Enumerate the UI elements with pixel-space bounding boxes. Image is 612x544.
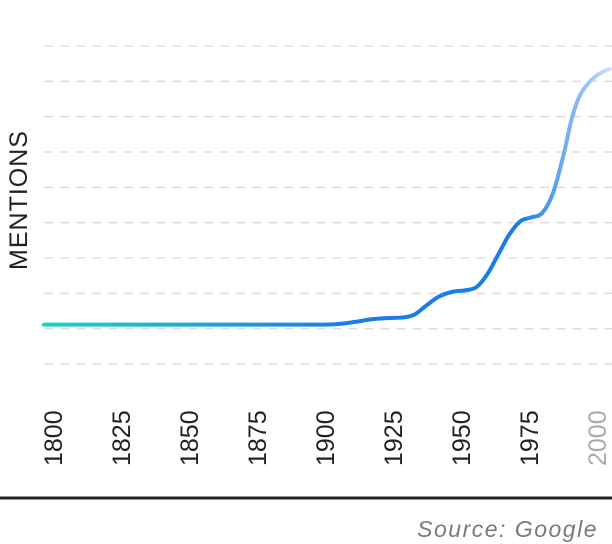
chart-gridlines xyxy=(44,45,612,365)
x-tick-label: 1950 xyxy=(448,410,476,466)
x-tick-label: 1825 xyxy=(108,410,136,466)
source-caption: Source: Google xyxy=(417,516,598,542)
x-tick-label: 1800 xyxy=(40,410,68,466)
x-tick-label: 1850 xyxy=(176,410,204,466)
x-tick-label: 1975 xyxy=(516,410,544,466)
y-axis-title: MENTIONS xyxy=(5,130,33,270)
x-tick-label: 1900 xyxy=(312,410,340,466)
series-line-mentions xyxy=(42,66,612,327)
x-tick-label: 1875 xyxy=(244,410,272,466)
x-axis-ticks: 1800 1825 1850 1875 1900 1925 1950 1975 2000 xyxy=(40,410,612,466)
x-tick-label: 1925 xyxy=(380,410,408,466)
x-tick-label: 2000 xyxy=(584,410,612,466)
